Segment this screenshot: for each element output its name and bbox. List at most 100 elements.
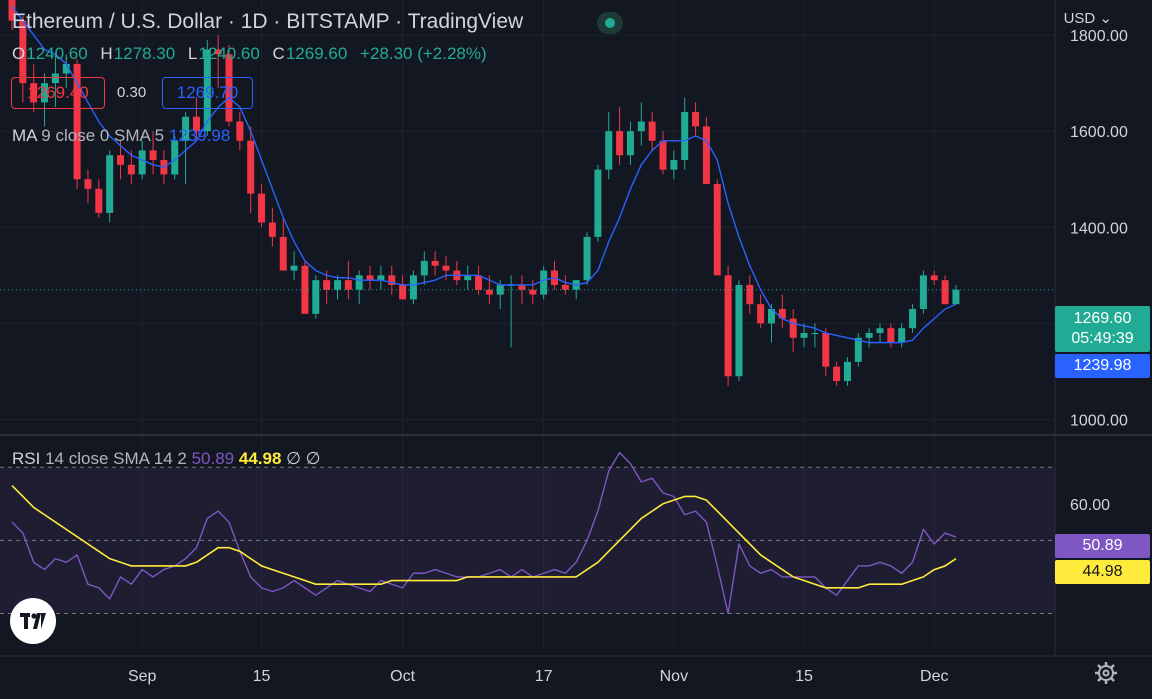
candle-body [192, 116, 200, 132]
current-price: 1269.60 [1073, 310, 1132, 327]
tradingview-logo-icon[interactable] [10, 598, 56, 644]
candle-body [605, 131, 613, 170]
candle-body [778, 308, 786, 319]
candle [561, 275, 569, 295]
candle [626, 121, 634, 165]
candle-body [62, 63, 70, 74]
candle-body [757, 304, 765, 324]
ma-line [11, 5, 957, 344]
candle [735, 280, 743, 382]
candle [377, 265, 385, 290]
high-value: 1278.30 [113, 44, 176, 63]
ma-legend[interactable]: MA 9 close 0 SMA 5 1239.98 [12, 126, 230, 146]
close-value: 1269.60 [285, 44, 348, 63]
low-value: 1240.60 [198, 44, 260, 63]
candle-body [366, 275, 374, 281]
candle [409, 270, 417, 305]
ma-name: MA [12, 126, 37, 145]
candle-body [518, 284, 526, 290]
candle [30, 63, 38, 112]
candle-body [51, 73, 59, 84]
candle [594, 164, 602, 242]
candle-body [388, 275, 396, 285]
candle-body [485, 289, 493, 295]
candle [768, 304, 775, 343]
candle [822, 328, 830, 377]
candle-body [323, 280, 331, 290]
candle [583, 232, 591, 285]
candle [149, 131, 157, 175]
candle [616, 107, 624, 165]
candle [713, 179, 721, 276]
rsi-ma-tag: 44.98 [1055, 560, 1150, 584]
candle-body [117, 155, 124, 165]
candle [247, 126, 255, 213]
candle-body [442, 265, 450, 271]
candle-body [887, 328, 895, 343]
candle [301, 260, 309, 314]
candle [811, 323, 819, 348]
candle [214, 35, 222, 88]
candle [62, 54, 70, 88]
candle-body [182, 116, 190, 141]
candle [887, 323, 895, 348]
candle-body [789, 318, 797, 338]
candle [453, 260, 461, 285]
candle [529, 280, 537, 305]
candle [778, 294, 786, 329]
indicator-lines [11, 5, 957, 615]
candle [236, 111, 244, 151]
high-label: H [100, 44, 113, 63]
time-axis-label: Sep [128, 668, 157, 685]
candle-body [659, 140, 667, 170]
rsi-legend[interactable]: RSI 14 close SMA 14 2 50.89 44.98 ∅ ∅ [12, 449, 320, 469]
candle-body [73, 63, 81, 180]
candle-body [19, 20, 27, 84]
candle-body [876, 328, 884, 334]
candle [518, 275, 526, 305]
candle-body [279, 236, 287, 271]
candle-body [941, 280, 949, 305]
chart-title: Ethereum / U.S. Dollar · 1D · BITSTAMP ·… [12, 10, 524, 33]
sell-button[interactable]: 1269.40 [11, 77, 105, 109]
candle-body [822, 333, 830, 367]
candle-body [583, 236, 591, 281]
candle [865, 328, 873, 348]
time-axis-label: 15 [253, 668, 271, 685]
candle-body [355, 275, 363, 290]
candle-body [344, 280, 352, 290]
candle-body [464, 275, 472, 281]
price-axis-label: 1400.00 [1070, 220, 1128, 237]
candle-body [909, 308, 917, 329]
rsi-value-tag: 50.89 [1055, 534, 1150, 558]
candle [399, 275, 407, 300]
candle-body [84, 179, 92, 189]
candle [73, 59, 81, 189]
candle [551, 260, 558, 290]
candle-body [431, 260, 439, 266]
candle-body [768, 308, 775, 324]
price-axis-label: 1800.00 [1070, 28, 1128, 45]
candle-body [409, 275, 417, 300]
candle [290, 251, 298, 281]
low-label: L [187, 44, 198, 63]
candle-body [648, 121, 656, 141]
candle [442, 256, 450, 281]
candle-body [258, 193, 266, 223]
spread-value: 0.30 [117, 84, 147, 101]
candle [106, 150, 114, 223]
candle-body [637, 121, 645, 132]
candle [941, 275, 949, 305]
gear-icon[interactable] [1093, 660, 1119, 686]
candle-body [713, 184, 721, 276]
candle [833, 361, 841, 386]
candle-body [399, 284, 407, 300]
rsi-extra: ∅ ∅ [286, 449, 321, 468]
open-label: O [12, 44, 26, 63]
candle [724, 265, 732, 386]
currency-selector[interactable]: USD ⌄ [1064, 9, 1112, 27]
grid [0, 0, 1055, 650]
buy-button[interactable]: 1269.70 [162, 77, 253, 109]
candle [258, 184, 266, 228]
